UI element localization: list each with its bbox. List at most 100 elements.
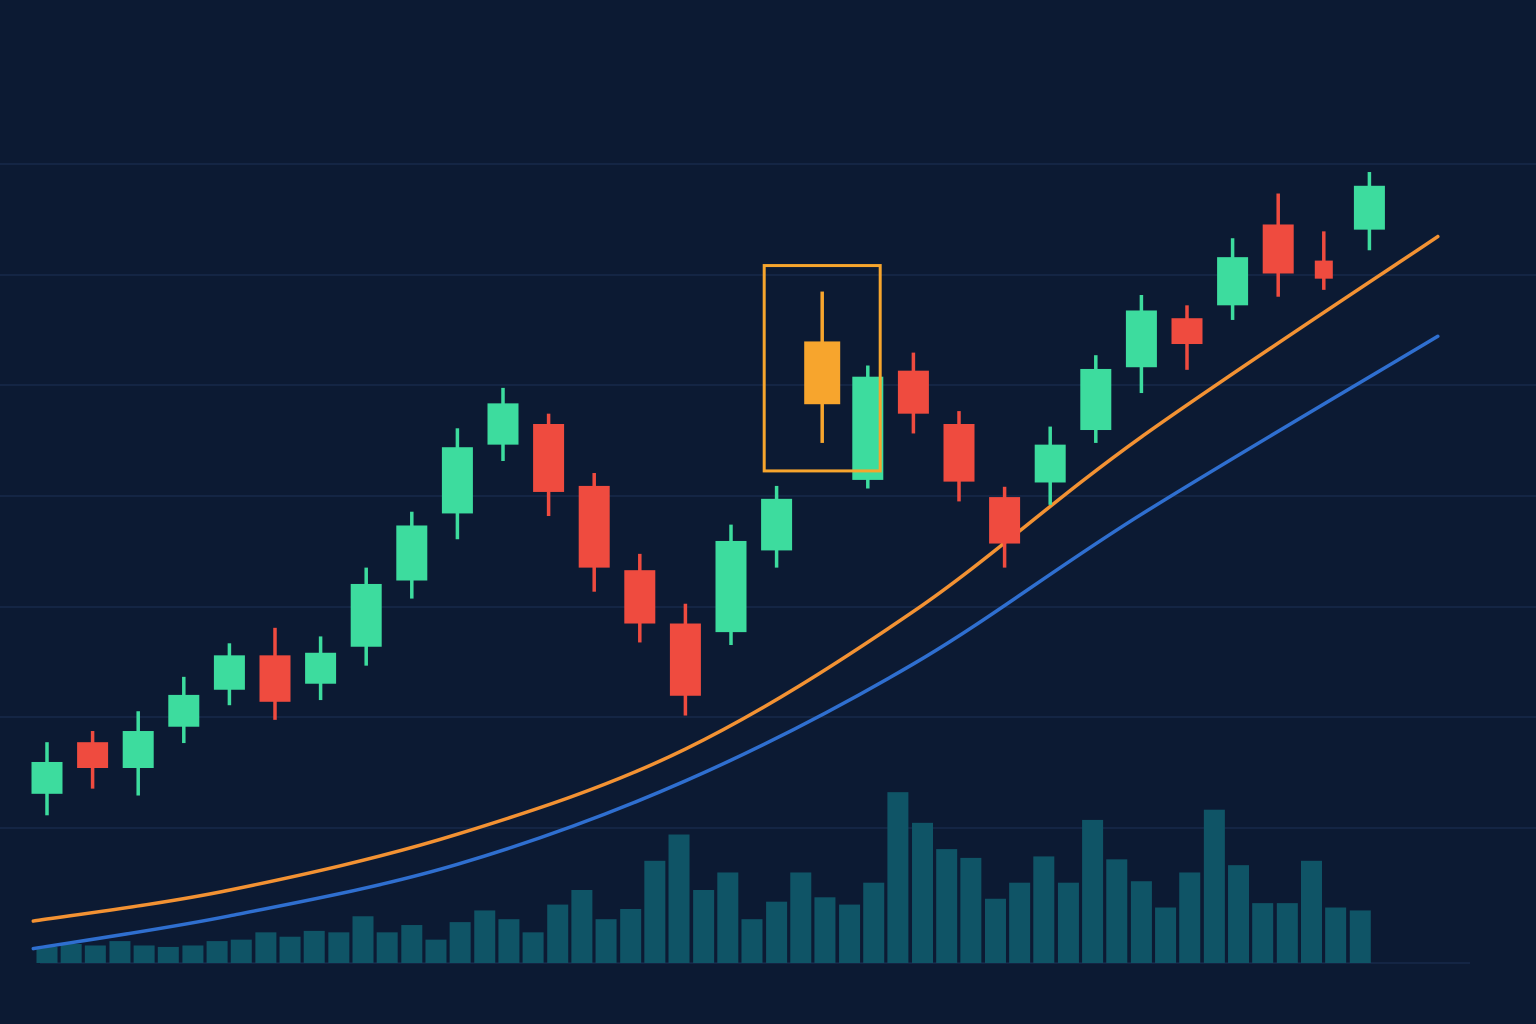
moving-average-lines bbox=[31, 234, 1440, 951]
volume-bar bbox=[1082, 819, 1104, 963]
candle-body bbox=[350, 583, 382, 647]
candle bbox=[77, 731, 109, 789]
candle bbox=[259, 627, 291, 720]
volume-bar bbox=[571, 890, 593, 963]
volume-bar bbox=[522, 932, 544, 963]
candle bbox=[1262, 193, 1294, 297]
volume-bar bbox=[1203, 809, 1225, 963]
volume-bar bbox=[206, 941, 228, 963]
candle-body bbox=[1314, 260, 1333, 279]
candle bbox=[441, 428, 473, 540]
volume-bar bbox=[84, 945, 106, 963]
highlight-box-layer bbox=[762, 264, 882, 473]
candle-body bbox=[761, 498, 793, 551]
volume-bar bbox=[1252, 903, 1274, 963]
candle-body bbox=[1217, 257, 1249, 306]
volume-bar bbox=[109, 941, 131, 963]
volume-bar bbox=[839, 904, 861, 963]
volume-bar bbox=[157, 946, 179, 963]
volume-bar bbox=[912, 822, 934, 963]
candle-body bbox=[259, 655, 291, 702]
candle-body bbox=[897, 370, 929, 414]
volume-bar bbox=[36, 946, 58, 963]
candle-body bbox=[1262, 224, 1294, 274]
gridlines bbox=[0, 163, 1536, 829]
candle-body bbox=[533, 424, 565, 492]
volume-bar bbox=[887, 792, 909, 963]
volume-bar bbox=[936, 849, 958, 963]
volume-bars bbox=[36, 792, 1470, 964]
volume-bar bbox=[1130, 881, 1152, 963]
volume-bar bbox=[1033, 856, 1055, 963]
candle-body bbox=[989, 497, 1021, 544]
volume-bar bbox=[814, 897, 836, 963]
volume-bar bbox=[1155, 907, 1177, 963]
candle bbox=[943, 411, 975, 502]
volume-bar bbox=[1325, 907, 1347, 963]
volume-bar bbox=[449, 922, 471, 963]
volume-bar bbox=[133, 945, 155, 963]
candle-body bbox=[852, 376, 884, 480]
moving-average-fast-line bbox=[31, 234, 1440, 923]
candle bbox=[1353, 172, 1385, 251]
candle-body bbox=[715, 540, 747, 633]
volume-bar bbox=[1300, 860, 1322, 963]
volume-bar bbox=[328, 932, 350, 963]
candle bbox=[396, 511, 428, 599]
candle-body bbox=[1353, 185, 1385, 230]
candle-body bbox=[1034, 444, 1066, 483]
volume-bar bbox=[644, 860, 666, 963]
highlight-box bbox=[762, 264, 882, 473]
volume-bar bbox=[1106, 859, 1128, 963]
volume-bar bbox=[717, 872, 739, 963]
volume-bar bbox=[790, 872, 812, 963]
candle bbox=[487, 387, 519, 461]
volume-bar bbox=[182, 945, 204, 963]
volume-bar bbox=[60, 944, 82, 963]
moving-average-slow-line bbox=[31, 334, 1440, 951]
volume-bar bbox=[474, 910, 496, 963]
candles bbox=[31, 172, 1385, 816]
candle bbox=[804, 291, 841, 443]
candle-body bbox=[31, 761, 63, 794]
candle bbox=[578, 473, 610, 592]
volume-bar bbox=[401, 925, 423, 963]
volume-bar bbox=[1276, 903, 1298, 963]
candle bbox=[1125, 295, 1157, 394]
volume-bar bbox=[1228, 865, 1250, 963]
volume-bar bbox=[352, 916, 374, 963]
volume-bar bbox=[425, 939, 447, 963]
candle bbox=[1171, 305, 1203, 370]
candle bbox=[1314, 231, 1333, 290]
volume-bar bbox=[960, 857, 982, 963]
candle bbox=[350, 567, 382, 666]
candle bbox=[31, 742, 63, 816]
volume-bar bbox=[984, 898, 1006, 963]
candle-body bbox=[396, 525, 428, 581]
volume-bar bbox=[547, 904, 569, 963]
candle-body bbox=[305, 652, 337, 684]
candle bbox=[213, 643, 245, 706]
candle bbox=[305, 636, 337, 701]
candle-body bbox=[624, 570, 656, 624]
candle bbox=[1080, 355, 1112, 443]
volume-bar bbox=[1349, 910, 1371, 963]
candle bbox=[989, 486, 1021, 568]
candle-body bbox=[804, 341, 841, 405]
candle-body bbox=[578, 485, 610, 568]
volume-bar bbox=[255, 932, 277, 963]
volume-bar bbox=[1009, 882, 1031, 963]
volume-bar bbox=[863, 882, 885, 963]
volume-bar bbox=[1057, 882, 1079, 963]
candle-body bbox=[1125, 310, 1157, 368]
candle-body bbox=[1080, 368, 1112, 431]
candle bbox=[715, 524, 747, 646]
candle-body bbox=[943, 424, 975, 482]
volume-bar bbox=[376, 932, 398, 963]
candle-body bbox=[487, 403, 519, 445]
volume-bar bbox=[303, 930, 325, 963]
volume-bar bbox=[595, 919, 617, 963]
candle-body bbox=[168, 694, 200, 727]
